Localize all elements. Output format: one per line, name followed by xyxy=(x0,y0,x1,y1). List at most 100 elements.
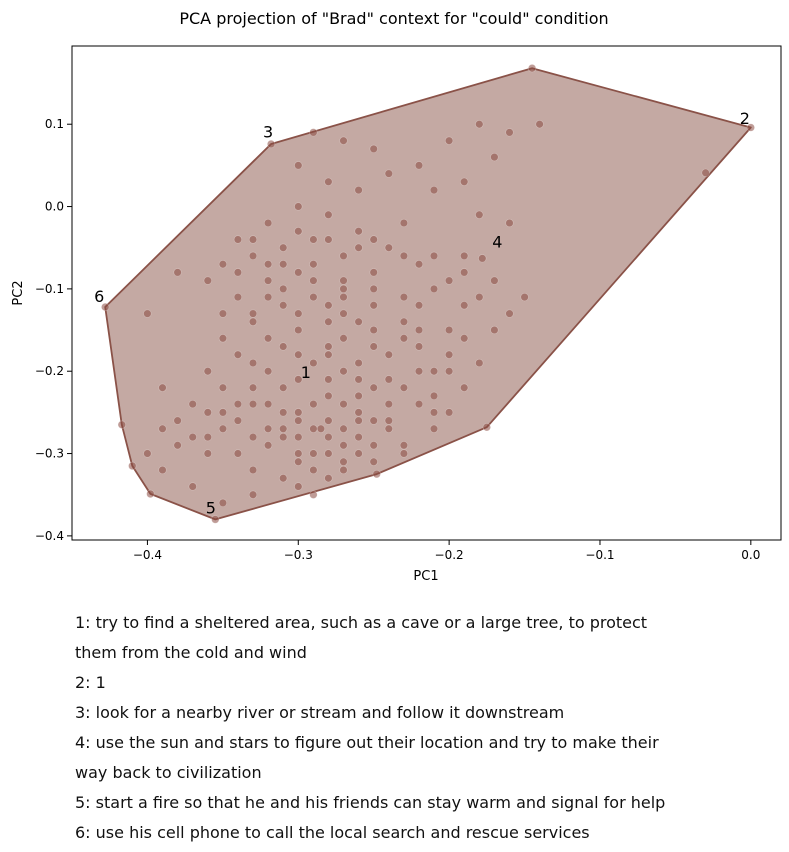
scatter-point xyxy=(324,342,333,351)
scatter-point xyxy=(399,251,409,260)
scatter-point xyxy=(128,461,137,471)
scatter-point xyxy=(324,416,333,425)
point-label: 6 xyxy=(94,287,104,306)
scatter-point xyxy=(248,235,258,244)
scatter-point xyxy=(264,424,273,433)
scatter-point xyxy=(429,284,439,294)
scatter-point xyxy=(279,433,288,442)
scatter-point xyxy=(414,342,424,351)
x-axis-label: PC1 xyxy=(413,569,438,584)
scatter-point xyxy=(369,416,378,425)
scatter-point xyxy=(117,420,126,429)
scatter-point xyxy=(399,293,409,302)
scatter-point xyxy=(294,433,303,442)
scatter-point xyxy=(309,465,318,475)
scatter-point xyxy=(324,350,333,359)
scatter-point xyxy=(429,408,439,417)
scatter-point xyxy=(143,449,152,458)
scatter-point xyxy=(173,441,182,450)
scatter-point xyxy=(445,367,454,376)
scatter-point xyxy=(339,441,348,450)
scatter-point xyxy=(354,358,363,368)
scatter-point xyxy=(701,168,710,177)
scatter-point xyxy=(384,350,393,359)
scatter-point xyxy=(460,383,469,392)
scatter-point xyxy=(354,317,363,326)
scatter-point xyxy=(354,391,363,401)
scatter-point xyxy=(490,276,499,285)
scatter-point xyxy=(354,433,363,442)
y-tick-label: −0.2 xyxy=(35,364,64,378)
y-axis-label: PC2 xyxy=(11,280,26,305)
scatter-point xyxy=(324,177,333,186)
scatter-point xyxy=(369,383,378,392)
pca-chart: PCA projection of "Brad" context for "co… xyxy=(11,9,782,584)
point-label: 2 xyxy=(740,109,750,128)
scatter-point xyxy=(264,293,273,302)
scatter-point xyxy=(294,268,303,277)
scatter-point xyxy=(399,449,409,458)
scatter-point xyxy=(520,293,529,302)
scatter-point xyxy=(233,449,242,458)
scatter-point xyxy=(369,235,378,244)
scatter-point xyxy=(354,449,363,458)
scatter-point xyxy=(460,177,469,186)
scatter-point xyxy=(248,433,258,442)
scatter-point xyxy=(233,235,242,244)
scatter-point xyxy=(233,268,242,277)
scatter-point xyxy=(414,325,424,335)
scatter-point xyxy=(354,408,363,417)
point-label: 1 xyxy=(301,363,311,382)
scatter-point xyxy=(399,218,409,228)
scatter-point xyxy=(490,153,499,162)
x-axis: −0.4 −0.3 −0.2 −0.1 0.0 xyxy=(133,540,760,562)
scatter-point xyxy=(354,227,363,236)
scatter-point xyxy=(527,64,537,73)
scatter-point xyxy=(505,309,514,318)
scatter-point xyxy=(267,139,276,149)
scatter-point xyxy=(264,276,273,285)
scatter-point xyxy=(146,489,155,499)
legend-line: 3: look for a nearby river or stream and… xyxy=(75,703,565,722)
scatter-point xyxy=(324,433,333,442)
scatter-point xyxy=(339,334,348,343)
y-tick-label: 0.1 xyxy=(45,117,64,131)
scatter-point xyxy=(475,210,484,219)
scatter-point xyxy=(188,433,197,442)
scatter-point xyxy=(203,433,212,442)
scatter-point xyxy=(101,302,110,312)
annotation-legend: 1: try to find a sheltered area, such as… xyxy=(75,608,775,848)
scatter-point xyxy=(324,301,333,310)
scatter-point xyxy=(324,210,333,219)
scatter-point xyxy=(218,498,227,508)
scatter-point xyxy=(264,334,273,343)
scatter-point xyxy=(248,251,258,260)
scatter-point xyxy=(369,325,378,335)
scatter-point xyxy=(218,408,227,417)
scatter-point xyxy=(158,465,167,475)
scatter-point xyxy=(188,482,197,491)
x-tick-label: −0.3 xyxy=(284,548,313,562)
scatter-point xyxy=(158,383,167,392)
scatter-point xyxy=(324,391,333,401)
scatter-point xyxy=(339,293,348,302)
scatter-point xyxy=(445,325,454,335)
scatter-point xyxy=(294,227,303,236)
x-tick-label: −0.2 xyxy=(435,548,464,562)
scatter-point xyxy=(294,309,303,318)
scatter-point xyxy=(460,268,469,277)
scatter-point xyxy=(324,474,333,483)
scatter-point xyxy=(369,457,378,466)
scatter-point xyxy=(414,367,424,376)
scatter-point xyxy=(429,186,439,195)
scatter-point xyxy=(279,383,288,392)
scatter-point xyxy=(369,342,378,351)
scatter-point xyxy=(324,235,333,244)
scatter-point xyxy=(324,449,333,458)
scatter-point xyxy=(279,408,288,417)
scatter-point xyxy=(279,342,288,351)
scatter-point xyxy=(478,254,487,263)
scatter-point xyxy=(203,367,212,376)
scatter-point xyxy=(414,161,424,170)
scatter-point xyxy=(399,317,409,326)
